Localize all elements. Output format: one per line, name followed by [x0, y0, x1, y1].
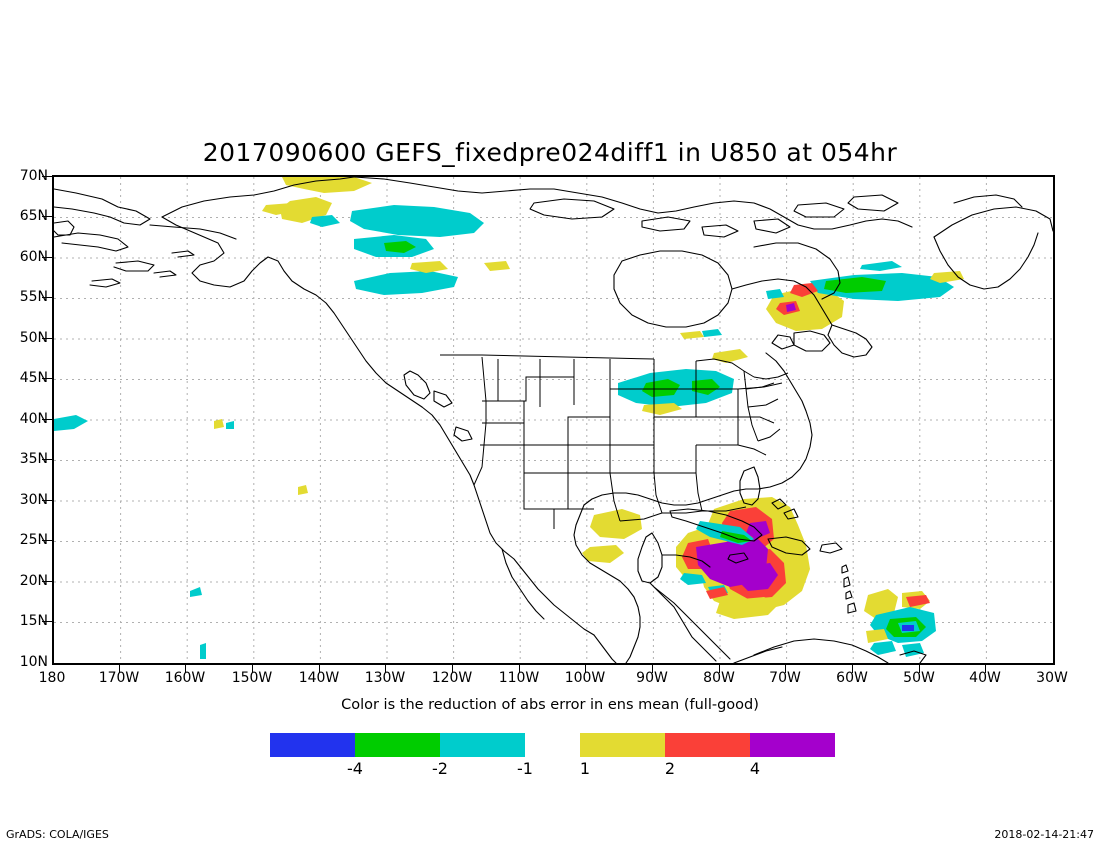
xtick-label: 40W — [969, 670, 1001, 686]
ytick-label: 10N — [19, 654, 48, 670]
page-title: 2017090600 GEFS_fixedpre024diff1 in U850… — [202, 138, 898, 167]
contour-cyan — [200, 643, 206, 659]
state-borders — [440, 354, 789, 529]
xtick-label: 170W — [98, 670, 140, 686]
ytick-label: 70N — [19, 168, 48, 184]
contour-shading — [54, 177, 964, 659]
map-plot-area — [52, 175, 1055, 665]
colorbar-positive — [580, 733, 835, 757]
xtick-label: 120W — [431, 670, 473, 686]
xtick-label: 70W — [769, 670, 801, 686]
colorbar-caption: Color is the reduction of abs error in e… — [341, 697, 759, 713]
colorbar-negative — [270, 733, 525, 757]
xtick-label: 50W — [903, 670, 935, 686]
colorbar-swatch-cyan — [440, 733, 525, 757]
contour-yellow — [766, 289, 844, 331]
contour-yellow — [582, 545, 624, 563]
xtick-label: 100W — [564, 670, 606, 686]
contour-yellow — [642, 403, 682, 415]
contour-yellow — [716, 597, 780, 619]
ytick-label: 30N — [19, 492, 48, 508]
contour-yellow — [484, 261, 510, 271]
contour-yellow — [214, 419, 224, 429]
contour-cyan — [432, 211, 466, 221]
colorbar-swatch-yellow — [580, 733, 665, 757]
contour-yellow — [410, 261, 448, 273]
ytick-label: 20N — [19, 573, 48, 589]
colorbar-tick-neg4: -4 — [347, 759, 363, 778]
colorbar-swatch-blue — [270, 733, 355, 757]
contour-cyan — [702, 329, 722, 337]
contour-yellow — [282, 177, 372, 193]
contour-cyan — [350, 205, 484, 237]
colorbar-swatch-red — [665, 733, 750, 757]
xtick-label: 160W — [164, 670, 206, 686]
contour-yellow — [712, 349, 748, 363]
xtick-label: 180 — [38, 670, 66, 686]
contour-purple — [786, 303, 796, 312]
colorbar-tick-pos2: 2 — [664, 759, 676, 778]
colorbar-tick-pos1: 1 — [579, 759, 591, 778]
ytick-label: 45N — [19, 370, 48, 386]
map-canvas — [54, 177, 1053, 663]
contour-green — [692, 379, 720, 395]
contour-green — [384, 241, 416, 253]
ytick-label: 35N — [19, 451, 48, 467]
gridlines — [54, 177, 1053, 663]
xtick-label: 140W — [298, 670, 340, 686]
contour-yellow — [262, 203, 296, 215]
ytick-label: 60N — [19, 249, 48, 265]
ytick-label: 55N — [19, 289, 48, 305]
ytick-label: 40N — [19, 411, 48, 427]
xtick-label: 60W — [836, 670, 868, 686]
colorbar-tick-neg2: -2 — [432, 759, 448, 778]
contour-yellow — [866, 629, 888, 643]
contour-yellow — [864, 589, 898, 619]
contour-cyan — [870, 641, 896, 655]
contour-cyan — [54, 415, 88, 431]
contour-yellow — [298, 485, 308, 495]
coastlines — [54, 177, 1053, 663]
ytick-label: 25N — [19, 532, 48, 548]
contour-red — [790, 283, 818, 297]
render-timestamp: 2018-02-14-21:47 — [994, 828, 1094, 841]
contour-blue — [902, 625, 914, 631]
xtick-label: 150W — [231, 670, 273, 686]
colorbar-swatch-purple — [750, 733, 835, 757]
contour-cyan — [680, 573, 706, 585]
xtick-label: 30W — [1036, 670, 1068, 686]
contour-cyan — [860, 261, 902, 271]
grads-attribution: GrADS: COLA/IGES — [6, 828, 109, 841]
contour-cyan — [190, 587, 202, 597]
xtick-label: 130W — [364, 670, 406, 686]
colorbar-tick-neg1: -1 — [517, 759, 533, 778]
colorbar-swatch-green — [355, 733, 440, 757]
xtick-label: 90W — [636, 670, 668, 686]
contour-purple — [738, 563, 778, 591]
contour-green — [642, 379, 680, 397]
ytick-label: 15N — [19, 613, 48, 629]
contour-cyan — [766, 289, 784, 299]
contour-red — [706, 587, 728, 599]
contour-cyan — [902, 643, 924, 657]
contour-cyan — [310, 215, 340, 227]
xtick-label: 110W — [498, 670, 540, 686]
ytick-label: 50N — [19, 330, 48, 346]
colorbar-tick-pos4: 4 — [749, 759, 761, 778]
contour-red — [906, 595, 930, 607]
contour-yellow — [680, 331, 704, 339]
xtick-label: 80W — [703, 670, 735, 686]
contour-cyan — [354, 271, 458, 295]
contour-yellow — [590, 509, 642, 539]
contour-cyan — [226, 421, 234, 429]
ytick-label: 65N — [19, 208, 48, 224]
